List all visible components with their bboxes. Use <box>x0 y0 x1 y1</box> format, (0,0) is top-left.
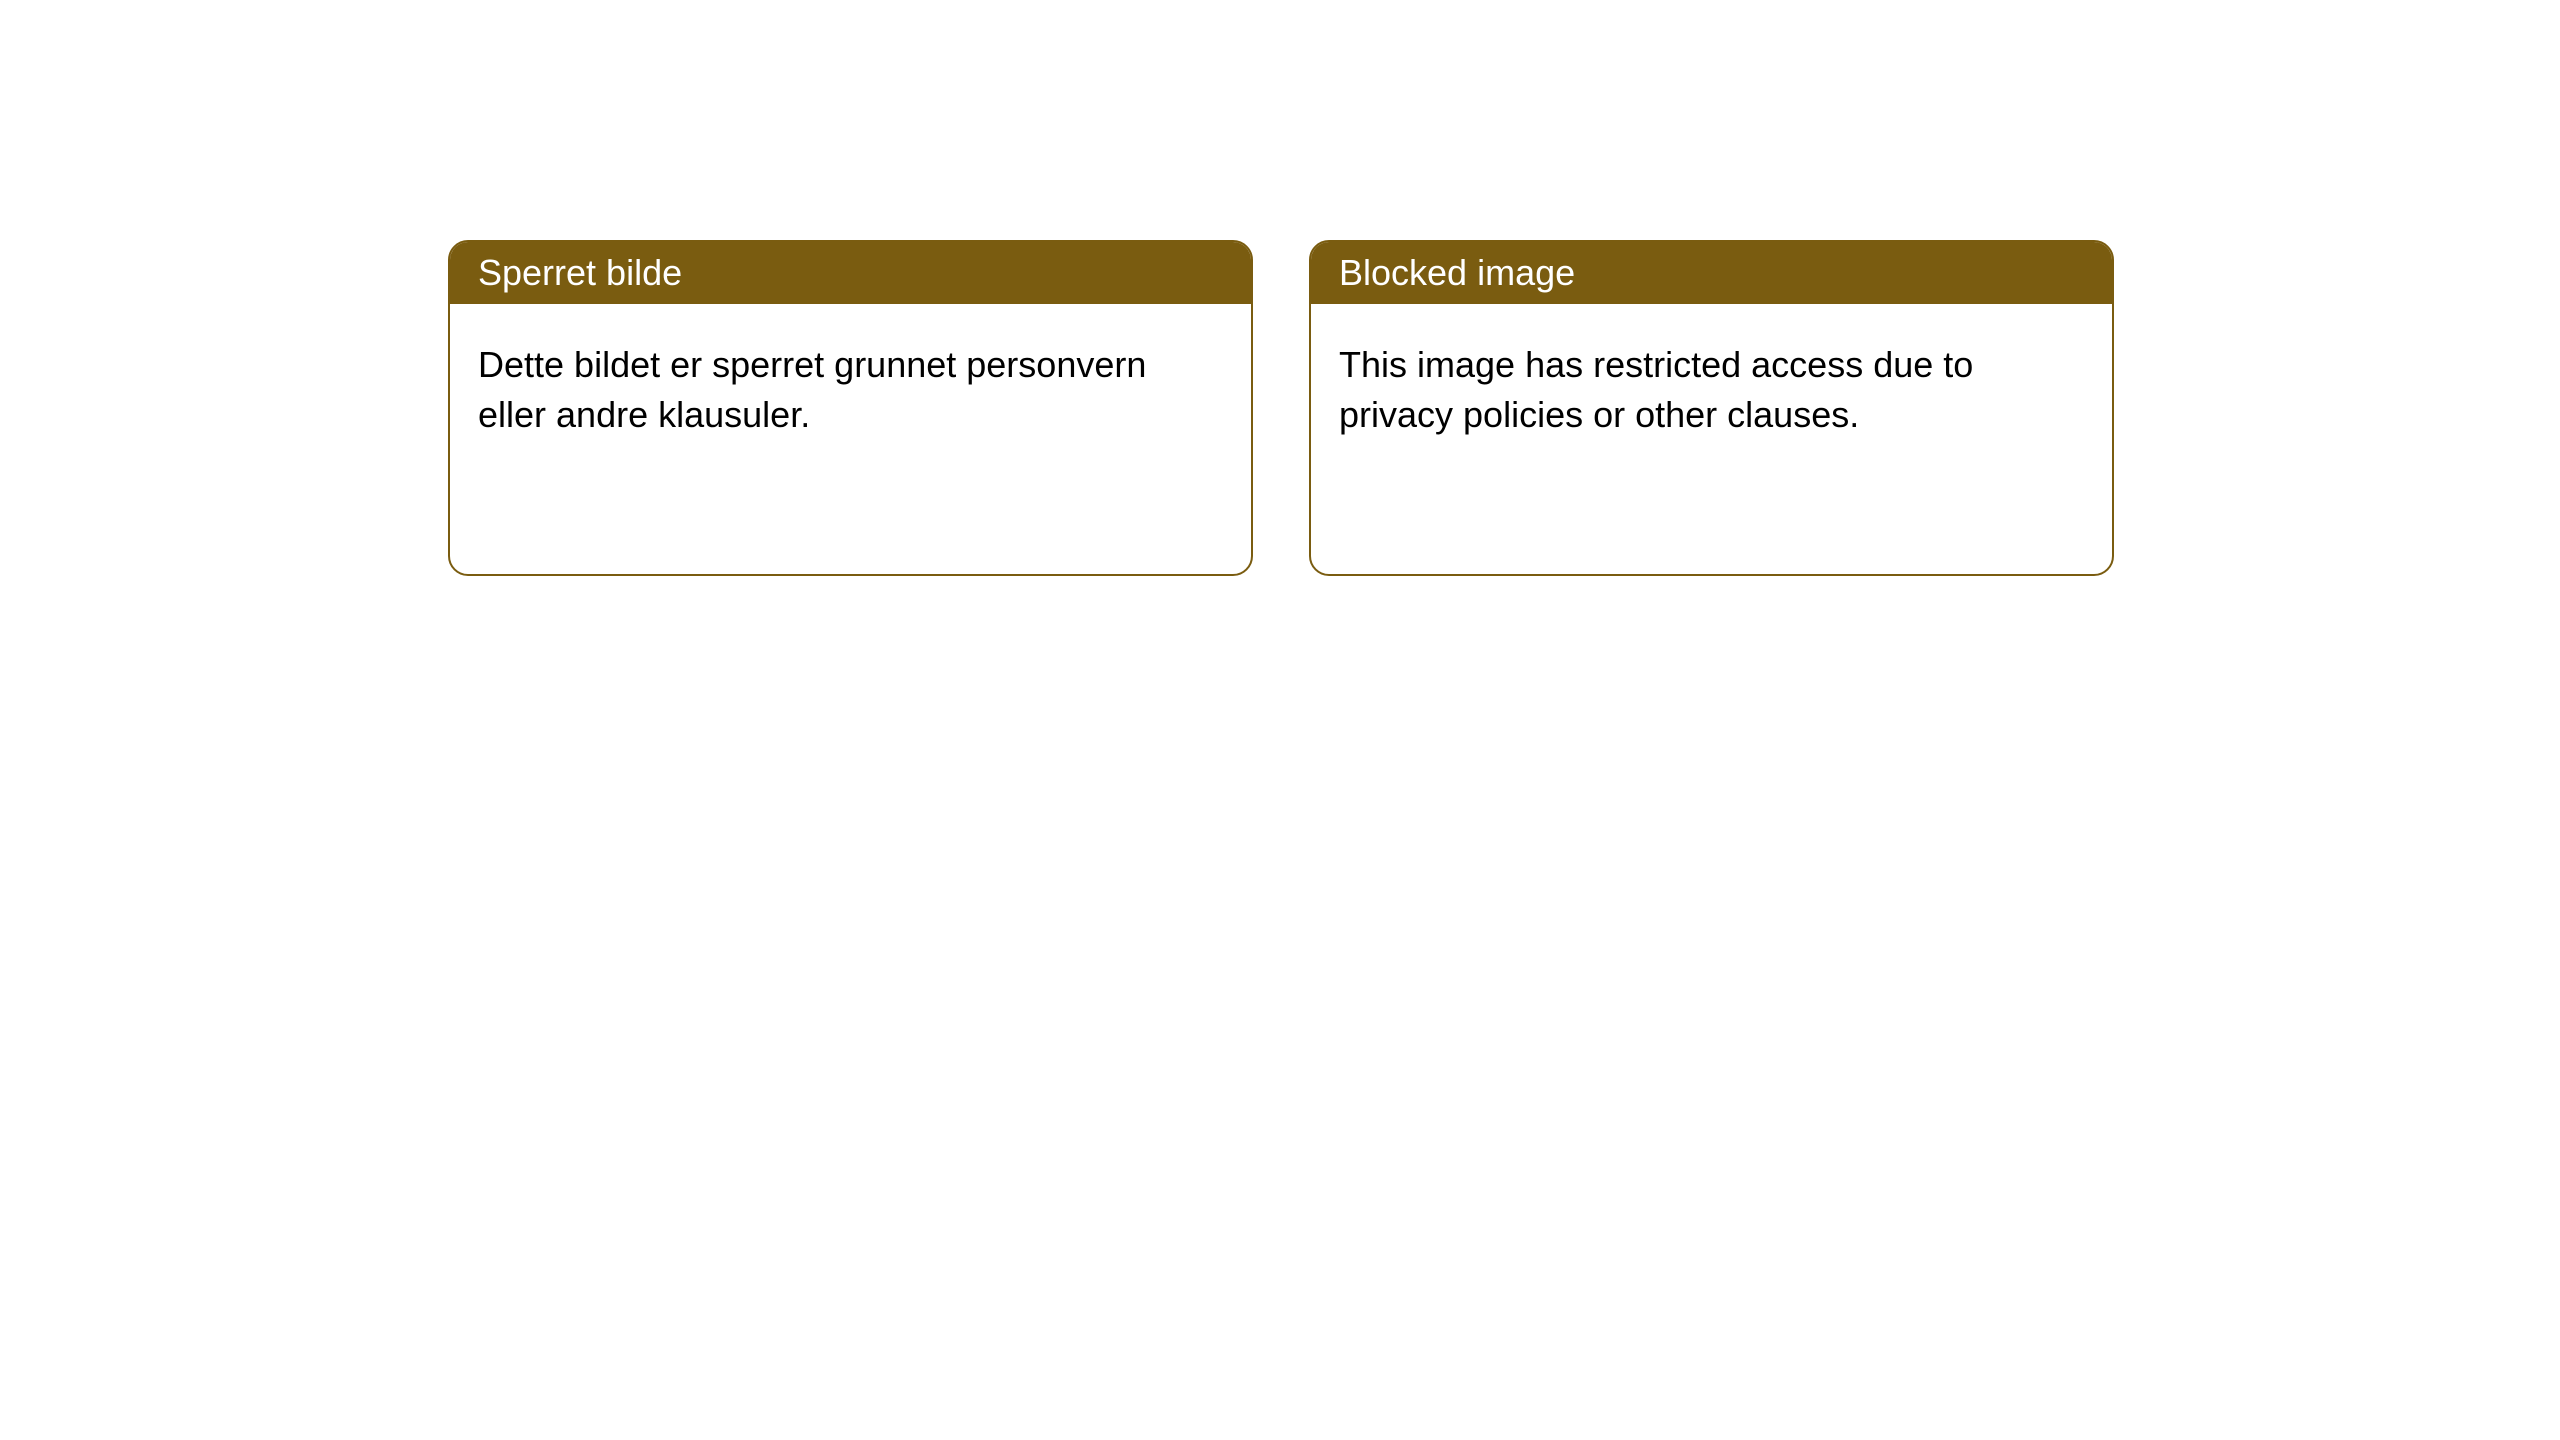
notice-title-english: Blocked image <box>1339 252 1575 293</box>
notice-text-english: This image has restricted access due to … <box>1339 344 1973 435</box>
notice-header-english: Blocked image <box>1311 242 2112 304</box>
notice-title-norwegian: Sperret bilde <box>478 252 682 293</box>
notice-header-norwegian: Sperret bilde <box>450 242 1251 304</box>
notice-body-english: This image has restricted access due to … <box>1311 304 2112 477</box>
notice-card-norwegian: Sperret bilde Dette bildet er sperret gr… <box>448 240 1253 576</box>
notice-card-english: Blocked image This image has restricted … <box>1309 240 2114 576</box>
notice-text-norwegian: Dette bildet er sperret grunnet personve… <box>478 344 1146 435</box>
notice-body-norwegian: Dette bildet er sperret grunnet personve… <box>450 304 1251 477</box>
notice-container: Sperret bilde Dette bildet er sperret gr… <box>0 0 2560 576</box>
